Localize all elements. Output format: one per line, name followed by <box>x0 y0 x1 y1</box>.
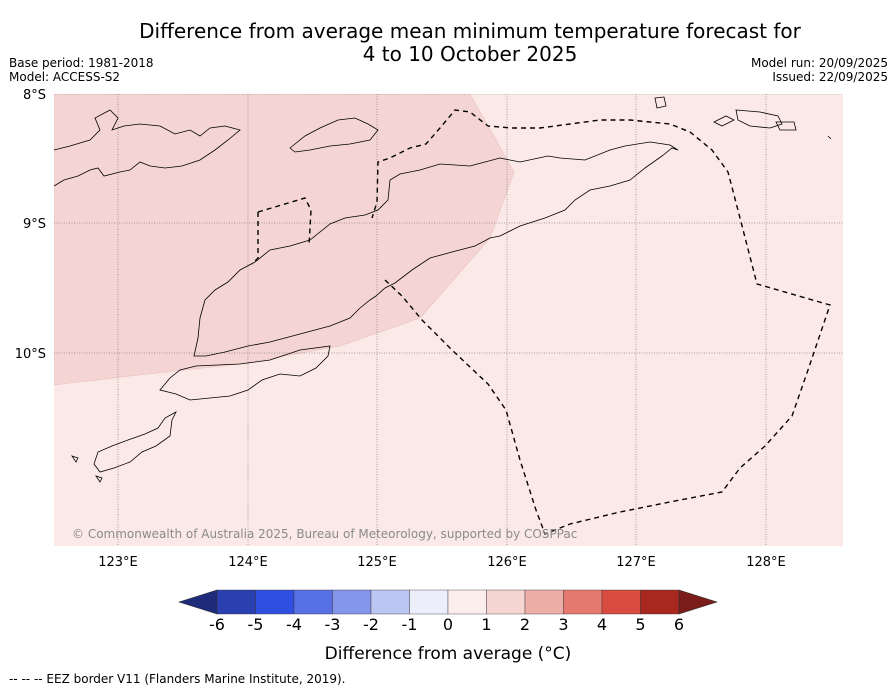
issued-date: Issued: 22/09/2025 <box>772 70 888 84</box>
colorbar-segment-3-to-4 <box>563 589 603 615</box>
meta-left: Base period: 1981-2018 Model: ACCESS-S2 <box>9 56 154 84</box>
model-name: Model: ACCESS-S2 <box>9 70 121 84</box>
colorbar-tick-label: -1 <box>402 615 418 634</box>
map: © Commonwealth of Australia 2025, Bureau… <box>15 88 843 570</box>
island-east-4 <box>654 96 667 109</box>
colorbar-tick-label: 3 <box>558 615 568 634</box>
sawu-coast <box>93 411 177 473</box>
colorbar-tick-label: -4 <box>286 615 302 634</box>
model-run: Model run: 20/09/2025 <box>750 56 888 70</box>
chart-title: Difference from average mean minimum tem… <box>100 20 840 66</box>
colorbar-segment-2-to-3 <box>524 589 564 615</box>
gridlines <box>54 94 843 546</box>
colorbar-tick-label: 1 <box>481 615 491 634</box>
small-island-2 <box>95 475 103 483</box>
lon-label-126e: 126°E <box>487 555 527 570</box>
wetar-coast <box>289 117 379 153</box>
colorbar-tick-label: -3 <box>325 615 341 634</box>
colorbar-segment-4-to-5 <box>601 589 641 615</box>
island-east-1 <box>735 109 783 129</box>
small-island-3 <box>827 135 832 140</box>
colorbar-segment--3-to--2 <box>332 589 372 615</box>
title-line-2: 4 to 10 October 2025 <box>362 42 578 66</box>
colorbar-arrow-high <box>678 589 718 615</box>
colorbar-tick-label: 6 <box>674 615 684 634</box>
colorbar-segments <box>178 589 718 615</box>
colorbar-arrow-low <box>178 589 218 615</box>
copyright-notice: © Commonwealth of Australia 2025, Bureau… <box>72 527 577 541</box>
colorbar-segment--2-to--1 <box>370 589 410 615</box>
colorbar-segment-1-to-2 <box>486 589 526 615</box>
lat-label-9s: 9°S <box>23 217 46 232</box>
anomaly-zone-1-to-2 <box>54 94 515 386</box>
eez-border <box>251 109 831 535</box>
lon-label-125e: 125°E <box>357 555 397 570</box>
timor-island-outline <box>193 141 679 357</box>
eez-border-legend: -- -- -- EEZ border V11 (Flanders Marine… <box>9 672 346 686</box>
title-line-1: Difference from average mean minimum tem… <box>139 19 801 43</box>
colorbar-segment-0-to-1 <box>447 589 487 615</box>
island-east-3 <box>713 115 735 127</box>
lon-label-124e: 124°E <box>228 555 268 570</box>
colorbar-tick-label: 0 <box>443 615 453 634</box>
colorbar-tick-label: -6 <box>209 615 225 634</box>
base-period: Base period: 1981-2018 <box>9 56 154 70</box>
lon-label-128e: 128°E <box>746 555 786 570</box>
colorbar-ticks: -6 -5 -4 -3 -2 -1 0 1 2 3 4 5 6 <box>209 615 684 634</box>
lon-label-123e: 123°E <box>98 555 138 570</box>
flores-alor-coast <box>54 109 241 187</box>
lat-label-10s: 10°S <box>15 347 46 362</box>
colorbar-tick-label: 2 <box>520 615 530 634</box>
colorbar-segment--5-to--4 <box>255 589 295 615</box>
coastlines <box>54 96 832 483</box>
island-east-2 <box>775 121 797 131</box>
colorbar-tick-label: 4 <box>597 615 607 634</box>
colorbar-segment--1-to-0 <box>409 589 449 615</box>
small-island-1 <box>71 455 79 463</box>
colorbar-tick-label: -5 <box>248 615 264 634</box>
colorbar-segment--4-to--3 <box>293 589 333 615</box>
colorbar-tick-label: 5 <box>635 615 645 634</box>
lon-label-127e: 127°E <box>616 555 656 570</box>
meta-right: Model run: 20/09/2025 Issued: 22/09/2025 <box>751 56 888 84</box>
rote-coast <box>159 345 331 401</box>
colorbar-segment--6-to--5 <box>216 589 256 615</box>
colorbar-tick-label: -2 <box>363 615 379 634</box>
lat-label-8s: 8°S <box>23 88 46 103</box>
colorbar-label: Difference from average (°C) <box>325 644 572 664</box>
colorbar-segment-5-to-6 <box>640 589 680 615</box>
